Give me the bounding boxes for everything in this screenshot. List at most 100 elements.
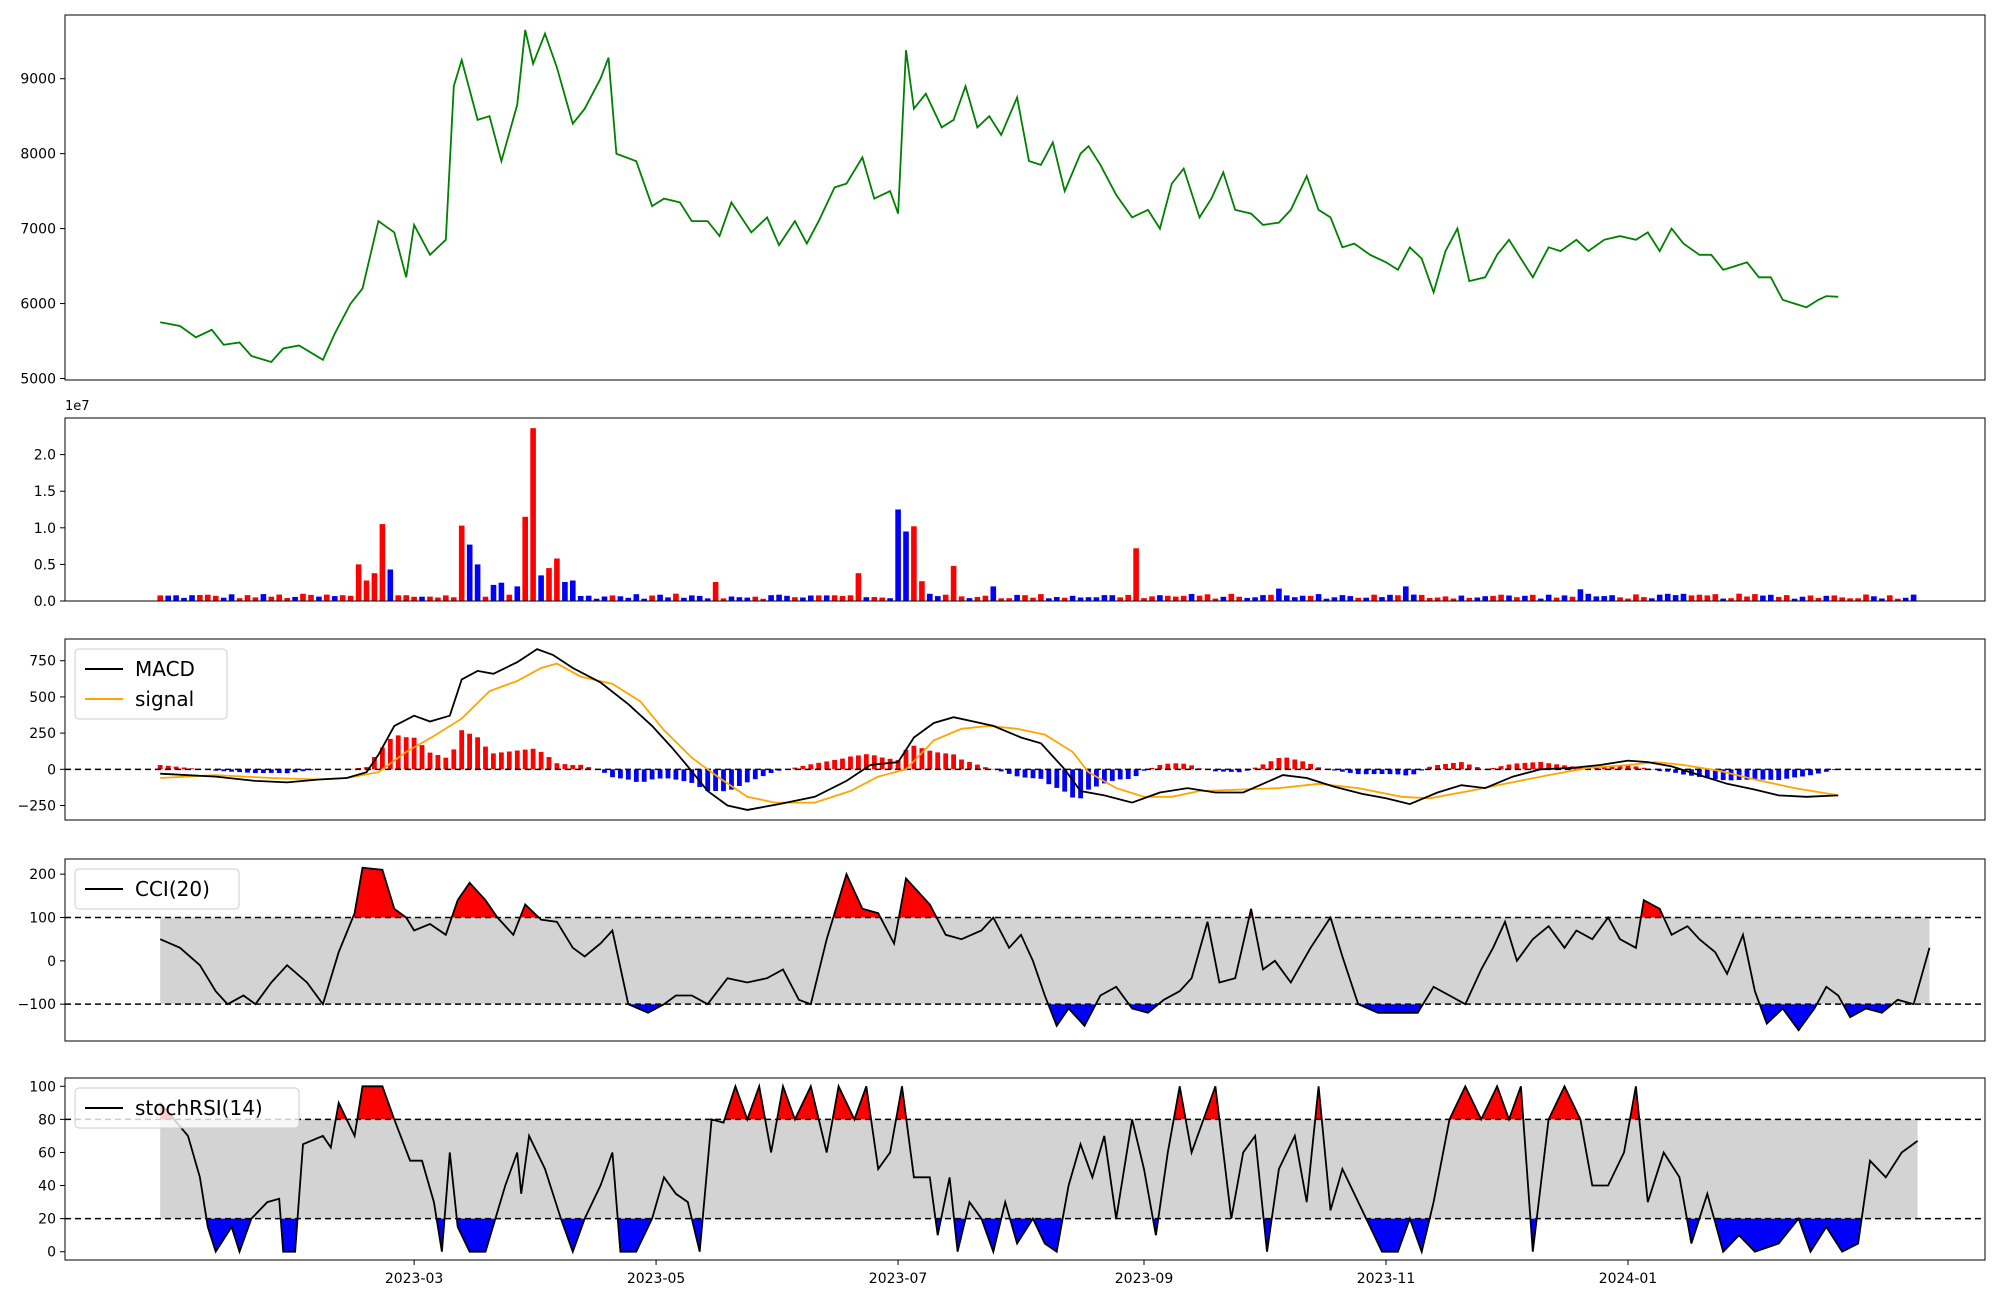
macd-histogram-bar xyxy=(1792,769,1797,778)
volume-bar xyxy=(1085,597,1092,601)
volume-bar xyxy=(736,597,743,601)
macd-histogram-bar xyxy=(1641,767,1647,770)
volume-bar xyxy=(625,597,632,601)
macd-histogram-bar xyxy=(633,769,639,782)
macd-histogram-bar xyxy=(1704,769,1710,779)
volume-bar xyxy=(847,595,854,601)
macd-histogram-bar xyxy=(514,750,520,770)
volume-bar xyxy=(1617,597,1623,601)
volume-bar xyxy=(1403,586,1409,601)
macd-histogram-bar xyxy=(467,733,472,770)
volume-bar xyxy=(205,594,211,601)
volume-bar xyxy=(617,596,624,601)
macd-histogram-bar xyxy=(1681,769,1686,775)
volume-bar xyxy=(1284,595,1290,601)
macd-histogram-bar xyxy=(1189,765,1194,770)
volume-offset-label: 1e7 xyxy=(65,399,90,414)
volume-bar xyxy=(1196,595,1203,601)
volume-bar xyxy=(1625,598,1631,601)
macd-histogram-bar xyxy=(1712,769,1718,780)
macd-histogram-bar xyxy=(1609,766,1615,770)
volume-bar xyxy=(1038,594,1044,601)
volume-bar xyxy=(1315,594,1322,601)
volume-bar xyxy=(1728,598,1734,601)
macd-histogram-bar xyxy=(1736,769,1742,780)
macd-histogram-bar xyxy=(387,738,393,770)
macd-histogram-bar xyxy=(665,769,671,779)
macd-histogram-bar xyxy=(673,769,679,780)
volume-bar xyxy=(284,598,290,601)
volume-bar xyxy=(1180,595,1187,601)
macd-histogram-bar xyxy=(1149,767,1155,770)
x-tick-label: 2023-07 xyxy=(869,1271,928,1287)
stochrsi-panel-overbought-fill xyxy=(336,1102,346,1120)
volume-bar xyxy=(1482,596,1488,601)
volume-bar xyxy=(220,597,227,601)
volume-bar xyxy=(1252,597,1258,601)
macd-histogram-bar xyxy=(1530,762,1536,770)
macd-histogram-bar xyxy=(1784,769,1790,779)
volume-bar xyxy=(1768,594,1774,601)
macd-histogram-bar xyxy=(300,769,306,772)
volume-bar xyxy=(681,597,687,601)
legend-label: MACD xyxy=(135,657,195,681)
macd-histogram-bar xyxy=(292,769,298,773)
volume-bar xyxy=(1069,595,1076,601)
volume-bar xyxy=(1530,594,1536,601)
volume-bar xyxy=(1387,594,1393,601)
volume-bar xyxy=(784,595,790,601)
macd-histogram-bar xyxy=(737,769,742,786)
volume-bar xyxy=(1411,594,1417,601)
macd-histogram-bar xyxy=(1831,769,1837,771)
macd-axes xyxy=(64,638,1986,821)
stochrsi-panel-oversold-fill xyxy=(1530,1218,1536,1252)
volume-bar xyxy=(1442,596,1449,601)
volume-bar xyxy=(538,575,544,601)
macd-histogram-bar xyxy=(443,757,449,770)
macd-histogram-bar xyxy=(1181,763,1187,770)
macd-histogram-bar xyxy=(435,755,441,770)
volume-bar xyxy=(1450,598,1457,601)
y-tick-label: 250 xyxy=(29,726,56,742)
volume-bar xyxy=(173,595,179,601)
volume-bar xyxy=(292,596,298,601)
volume-bar xyxy=(1609,595,1615,601)
volume-bar xyxy=(1339,595,1346,601)
volume-bar xyxy=(522,516,528,601)
cci-panel: −100 0 100 200 CCI(20) xyxy=(18,866,1985,1032)
macd-histogram-bar xyxy=(1109,769,1115,781)
stochrsi-panel-overbought-fill xyxy=(1204,1086,1219,1120)
volume-bar xyxy=(236,598,243,601)
x-tick-label: 2024-01 xyxy=(1599,1271,1658,1287)
signal-line xyxy=(160,662,1839,804)
macd-histogram-bar xyxy=(1213,769,1218,772)
macd-histogram-bar xyxy=(499,752,504,770)
volume-bar xyxy=(1165,595,1171,601)
stochrsi-panel-oversold-fill xyxy=(692,1218,702,1252)
macd-histogram-bar xyxy=(1102,769,1107,784)
volume-bar xyxy=(1046,598,1052,601)
volume-bar xyxy=(895,509,901,601)
volume-bar xyxy=(1760,595,1766,601)
legend-box xyxy=(74,868,240,910)
macd-histogram-bar xyxy=(1490,767,1496,770)
volume-bar xyxy=(1545,594,1552,601)
cci-panel-overbought-fill xyxy=(1641,900,1663,918)
macd-histogram-bar xyxy=(1768,769,1774,780)
cci-panel-band xyxy=(160,917,1930,1005)
macd-histogram-bar xyxy=(1276,758,1282,770)
macd-histogram-bar xyxy=(364,767,369,770)
volume-bar xyxy=(919,581,925,601)
volume-bar xyxy=(1490,595,1496,601)
macd-histogram-bar xyxy=(237,769,242,773)
volume-bar xyxy=(1117,597,1123,601)
macd-histogram-bar xyxy=(554,763,560,770)
macd-histogram-bar xyxy=(1165,763,1171,770)
volume-bar xyxy=(1641,597,1647,601)
y-tick-label: 0 xyxy=(47,954,56,970)
volume-bar xyxy=(942,594,949,601)
volume-bar xyxy=(974,597,981,601)
volume-bar xyxy=(887,598,893,601)
macd-histogram-bar xyxy=(261,769,266,773)
volume-bar xyxy=(752,596,759,601)
